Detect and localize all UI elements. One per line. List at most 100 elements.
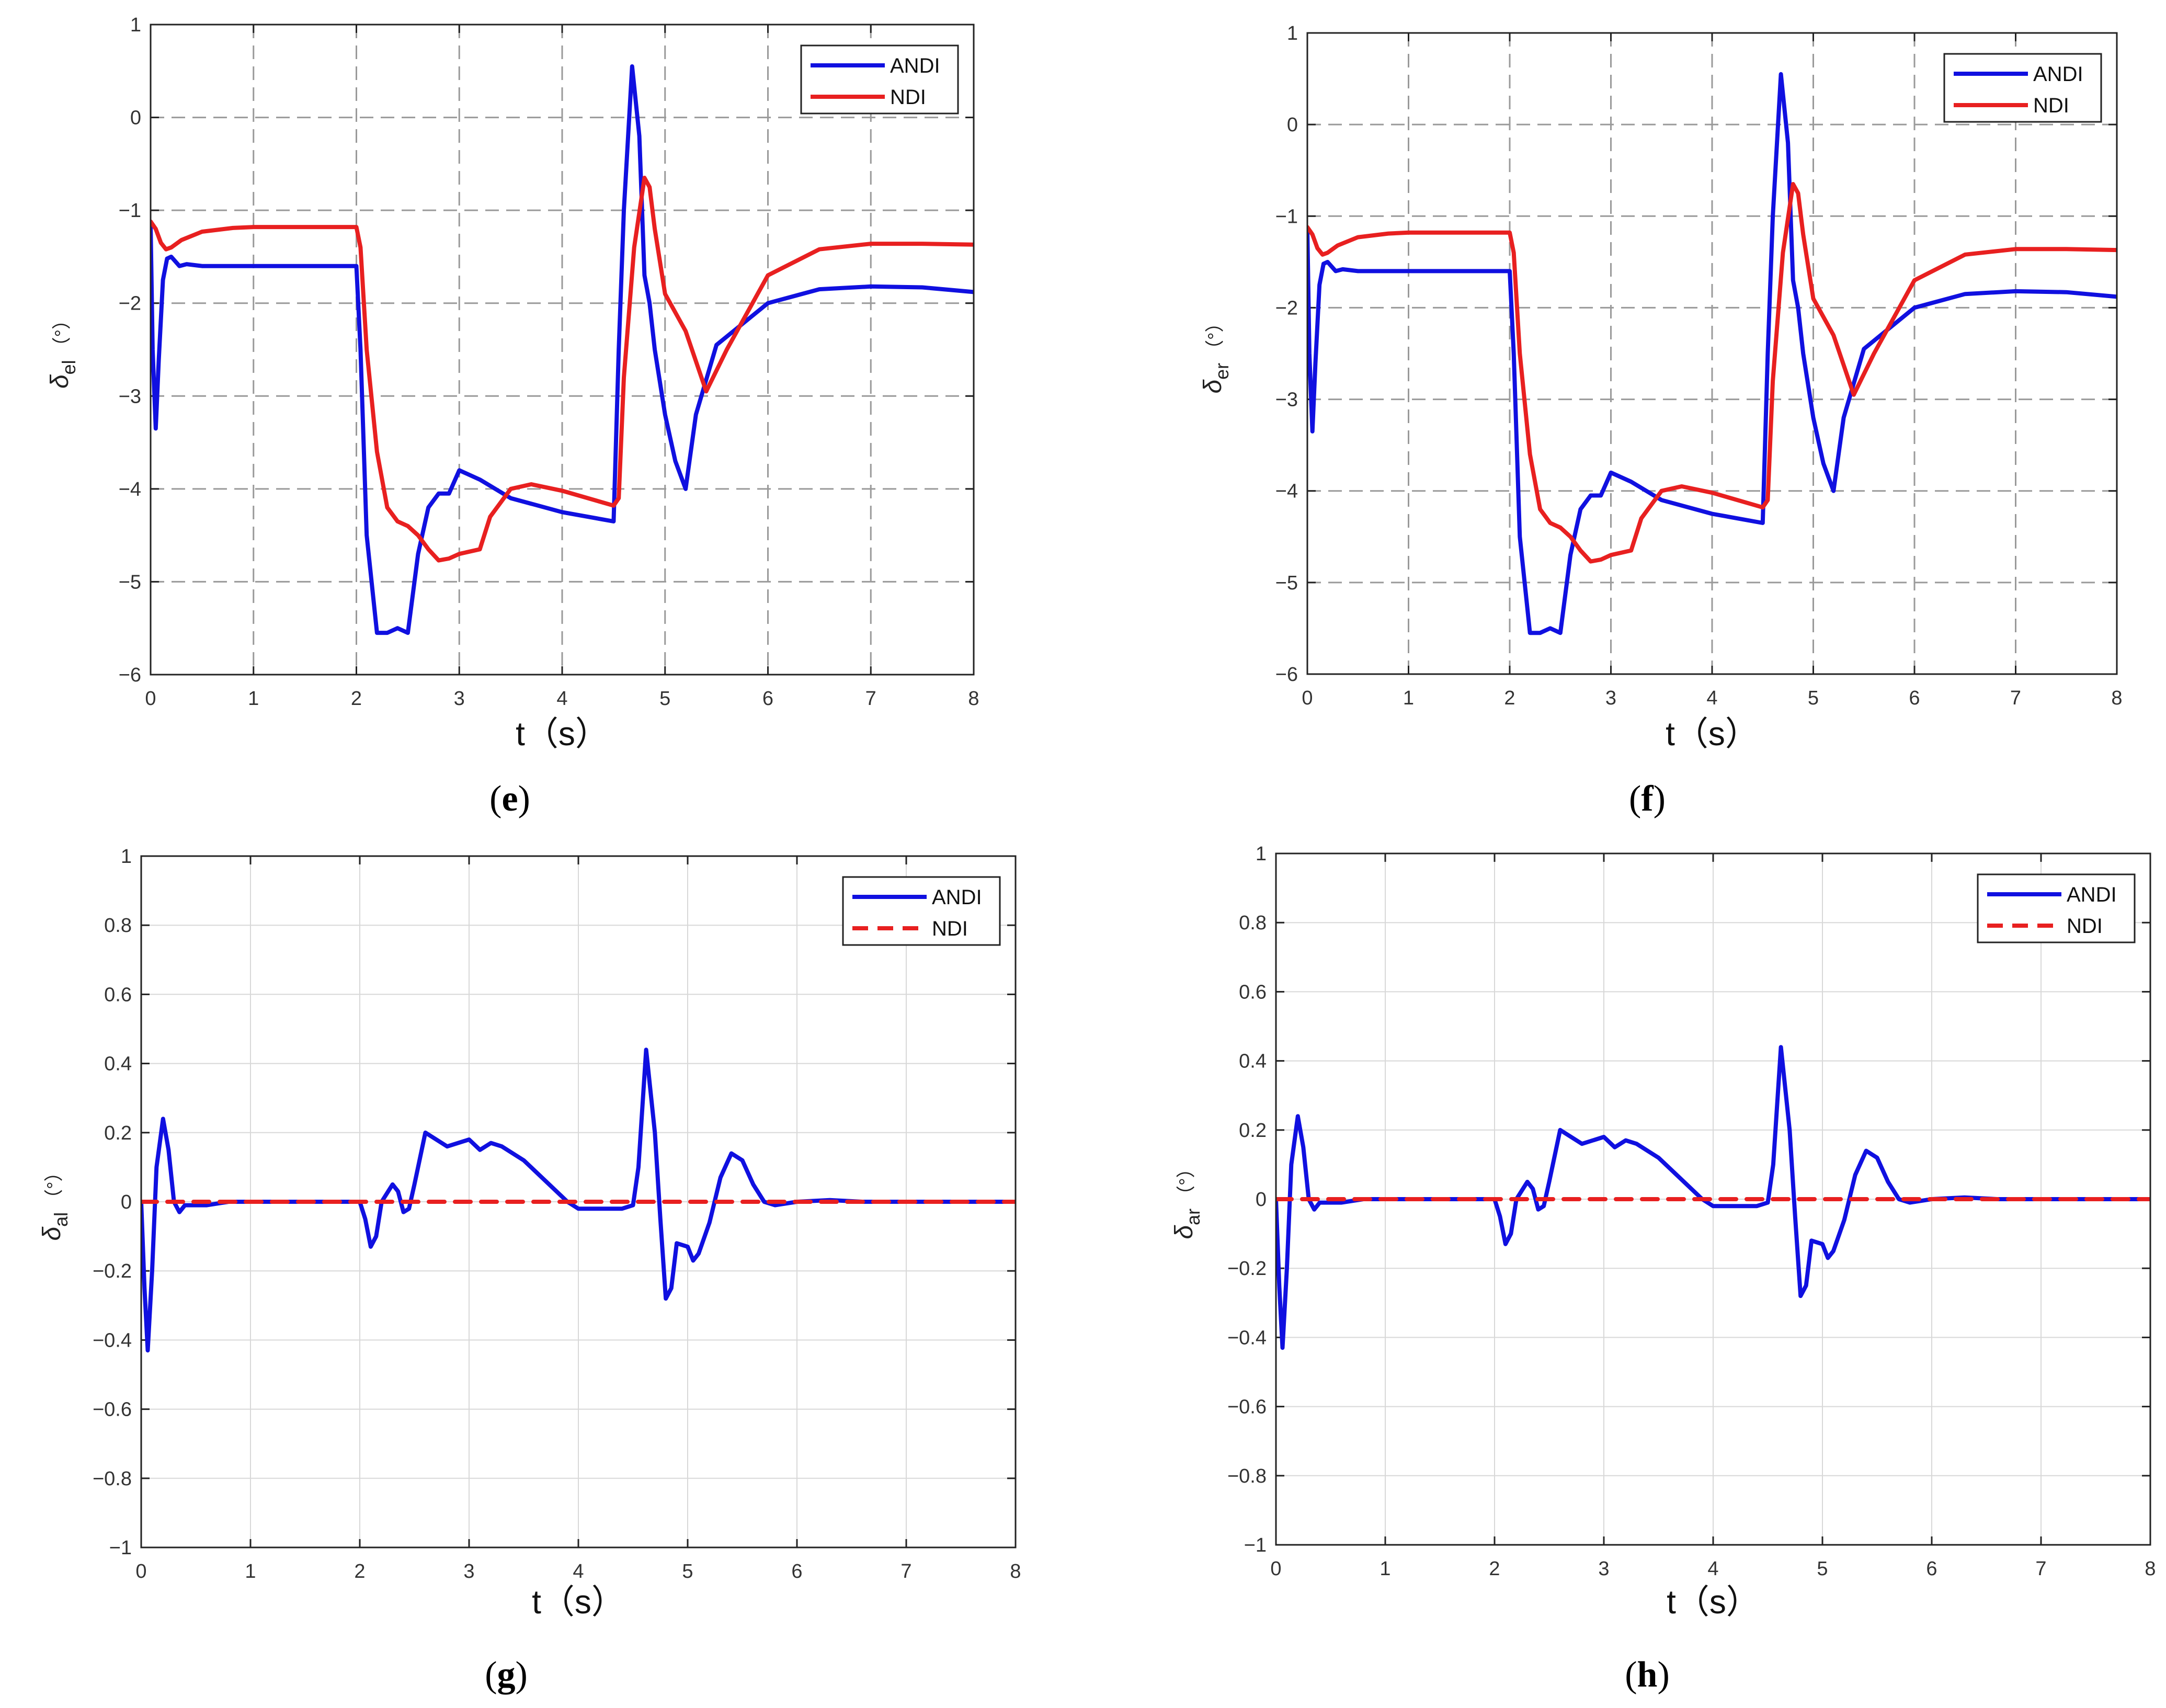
x-tick-label: 0 — [145, 688, 156, 710]
legend-label-andi: ANDI — [2067, 883, 2117, 906]
y-tick-label: 0.6 — [1239, 981, 1267, 1003]
x-axis-label: t（s） — [1667, 1583, 1760, 1621]
x-axis-label: t（s） — [1666, 715, 1759, 753]
legend — [800, 44, 959, 115]
y-axis-label: δer （°） — [1199, 313, 1233, 393]
y-tick-label: −2 — [119, 293, 141, 315]
legend-label-ndi: NDI — [932, 917, 968, 940]
x-tick-label: 0 — [135, 1561, 146, 1582]
y-tick-label: −1 — [119, 200, 141, 222]
y-axis-symbol: δ — [46, 374, 74, 389]
y-tick-label: −0.4 — [93, 1329, 132, 1351]
y-tick-label: 0 — [121, 1191, 132, 1213]
y-tick-label: −3 — [119, 385, 141, 407]
y-tick-label: −1 — [109, 1537, 132, 1559]
y-axis-symbol: δ — [1199, 379, 1227, 394]
y-tick-label: −1 — [1244, 1534, 1267, 1556]
y-axis-label: δal （°） — [38, 1163, 72, 1240]
y-tick-label: −0.6 — [93, 1399, 132, 1421]
y-tick-label: 0.8 — [1239, 912, 1267, 934]
y-tick-label: −0.8 — [93, 1468, 132, 1490]
x-tick-label: 4 — [1707, 1558, 1718, 1580]
legend-label-andi: ANDI — [2033, 63, 2083, 86]
x-tick-label: 2 — [354, 1561, 365, 1582]
y-tick-label: −0.2 — [1227, 1258, 1267, 1280]
chart-h: 0 1 2 3 4 5 6 7 8 −1 −0.8 −0.6 −0.4 −0.2 0 0.2 0.4 0.6 0.8… — [1170, 843, 2156, 1695]
legend-label-andi: ANDI — [932, 886, 982, 909]
x-tick-label: 3 — [1605, 687, 1616, 709]
panel-caption: (f) — [1629, 779, 1666, 819]
y-tick-label: 0.2 — [1239, 1120, 1267, 1142]
series-line-andi — [151, 64, 974, 635]
y-tick-label: 0 — [1256, 1189, 1267, 1211]
x-tick-label: 4 — [556, 688, 567, 710]
y-axis-unit: （°） — [51, 311, 72, 356]
y-tick-label: −5 — [119, 571, 141, 593]
series-line-andi — [1276, 1045, 2150, 1350]
legend-label-ndi: NDI — [2033, 94, 2069, 117]
x-tick-label: 6 — [1909, 687, 1920, 709]
y-axis-label: δar （°） — [1170, 1159, 1204, 1239]
y-tick-label: 1 — [1287, 22, 1298, 44]
y-axis-subscript: ar — [1182, 1209, 1204, 1225]
x-tick-label: 8 — [968, 688, 979, 710]
y-tick-label: −0.2 — [93, 1260, 132, 1282]
y-axis-unit: （°） — [43, 1163, 64, 1208]
chart-e: 0 1 2 3 4 5 6 7 8 −6 −5 −4 −3 −2 −1 0 1 ANDI NDI t（s） δel （°）… — [46, 14, 979, 819]
x-tick-label: 3 — [454, 688, 465, 710]
y-tick-label: 1 — [1256, 843, 1267, 865]
chart-g: 0 1 2 3 4 5 6 7 8 −1 −0.8 −0.6 −0.4 −0.2 0 0.2 0.4 0.6 0.8… — [38, 846, 1021, 1695]
x-tick-label: 6 — [1926, 1558, 1937, 1580]
panel-caption: (h) — [1625, 1655, 1670, 1695]
series-line-ndi — [151, 176, 974, 563]
y-tick-label: 0.2 — [104, 1122, 132, 1144]
y-tick-label: −1 — [1275, 206, 1298, 227]
y-tick-label: 0.4 — [1239, 1051, 1267, 1073]
y-axis-subscript: el — [58, 360, 79, 374]
y-axis-unit: （°） — [1204, 313, 1225, 358]
x-tick-label: 8 — [2145, 1558, 2156, 1580]
x-tick-label: 8 — [2111, 687, 2122, 709]
y-tick-label: −6 — [119, 664, 141, 686]
x-tick-label: 7 — [900, 1561, 911, 1582]
y-tick-label: −3 — [1275, 389, 1298, 411]
series-line-andi — [141, 1047, 1016, 1353]
y-tick-label: −0.4 — [1227, 1327, 1267, 1349]
y-axis-unit: （°） — [1175, 1159, 1196, 1204]
y-tick-label: −4 — [119, 479, 141, 500]
y-tick-label: 0 — [130, 107, 141, 129]
legend — [1943, 53, 2102, 123]
x-tick-label: 5 — [659, 688, 670, 710]
y-tick-label: 0 — [1287, 114, 1298, 136]
x-tick-label: 5 — [1808, 687, 1819, 709]
x-tick-label: 5 — [1817, 1558, 1828, 1580]
x-tick-label: 0 — [1302, 687, 1313, 709]
legend — [1977, 873, 2136, 943]
y-tick-label: −5 — [1275, 572, 1298, 594]
x-tick-label: 6 — [762, 688, 773, 710]
panel-caption: (e) — [489, 779, 530, 819]
y-axis-subscript: er — [1211, 363, 1233, 380]
x-tick-label: 2 — [1504, 687, 1515, 709]
x-tick-label: 2 — [351, 688, 362, 710]
x-tick-label: 3 — [463, 1561, 474, 1582]
axes-box — [1306, 32, 2118, 675]
series-line-andi — [1307, 72, 2117, 635]
x-tick-label: 1 — [248, 688, 259, 710]
x-tick-label: 5 — [682, 1561, 693, 1582]
axes-box — [150, 24, 975, 676]
y-axis-symbol: δ — [38, 1226, 66, 1241]
x-tick-label: 4 — [1706, 687, 1717, 709]
x-tick-label: 4 — [573, 1561, 584, 1582]
x-tick-label: 1 — [1403, 687, 1414, 709]
x-tick-label: 2 — [1489, 1558, 1500, 1580]
x-tick-label: 1 — [245, 1561, 256, 1582]
y-tick-label: −4 — [1275, 481, 1298, 503]
x-tick-label: 1 — [1380, 1558, 1390, 1580]
chart-f: 0 1 2 3 4 5 6 7 8 −6 −5 −4 −3 −2 −1 0 1 ANDI NDI t（s） δer （°）… — [1199, 22, 2123, 819]
x-tick-label: 7 — [865, 688, 876, 710]
x-tick-label: 6 — [791, 1561, 802, 1582]
legend-label-ndi: NDI — [2067, 915, 2103, 938]
y-axis-label: δel （°） — [46, 311, 79, 389]
